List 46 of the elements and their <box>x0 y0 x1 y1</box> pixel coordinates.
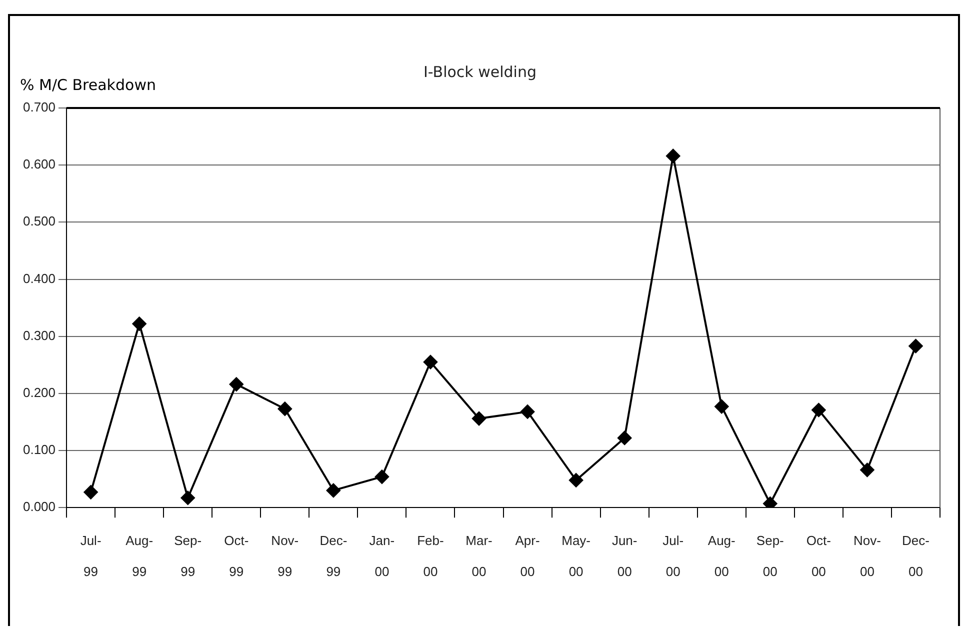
category-label: Oct-99 <box>224 532 249 579</box>
point <box>229 377 244 392</box>
point <box>180 490 195 505</box>
y-tick-label: 0.400 <box>22 270 56 286</box>
point <box>763 496 778 508</box>
point <box>84 485 98 500</box>
point <box>812 402 826 417</box>
point <box>520 404 535 419</box>
point <box>908 339 923 354</box>
y-tick-label: 0.300 <box>22 328 56 343</box>
category-label: Jul-99 <box>80 532 102 579</box>
y-tick-label: 0.200 <box>22 385 56 400</box>
category-label: Feb-00 <box>417 532 444 579</box>
point <box>326 483 340 498</box>
point <box>278 402 292 416</box>
category-label: Sep-00 <box>756 532 784 579</box>
category-label: Mar-00 <box>466 532 492 579</box>
category-label: Oct-00 <box>806 532 831 579</box>
y-tick-label: 0.500 <box>22 214 56 229</box>
y-tick-label: 0.600 <box>22 156 56 172</box>
category-label: Dec-99 <box>320 532 348 579</box>
category-label: Jan-00 <box>369 532 395 579</box>
category-label: Jul-00 <box>662 532 684 579</box>
category-label: Aug-00 <box>708 532 736 579</box>
point <box>423 355 438 370</box>
point <box>860 462 874 477</box>
point <box>666 148 680 163</box>
category-label: May-00 <box>562 532 590 579</box>
category-label: Apr-00 <box>515 532 540 579</box>
point <box>132 316 146 331</box>
point <box>714 400 729 414</box>
y-tick-label: 0.100 <box>22 442 56 458</box>
chart-title: I-Block welding <box>423 62 537 81</box>
y-tick-label: 0.000 <box>22 499 56 514</box>
category-label: Nov-99 <box>271 532 299 579</box>
point <box>618 430 632 445</box>
category-label: Dec-00 <box>902 532 930 579</box>
point <box>472 412 486 426</box>
point <box>569 473 584 488</box>
y-tick-label: 0.700 <box>22 100 56 115</box>
category-label: Sep-99 <box>174 532 202 579</box>
category-label: Nov-00 <box>853 532 881 579</box>
category-label: Jun-00 <box>612 532 638 579</box>
point <box>374 470 389 484</box>
category-label: Aug-99 <box>126 532 154 579</box>
y-axis-title: % M/C Breakdown <box>20 76 156 94</box>
